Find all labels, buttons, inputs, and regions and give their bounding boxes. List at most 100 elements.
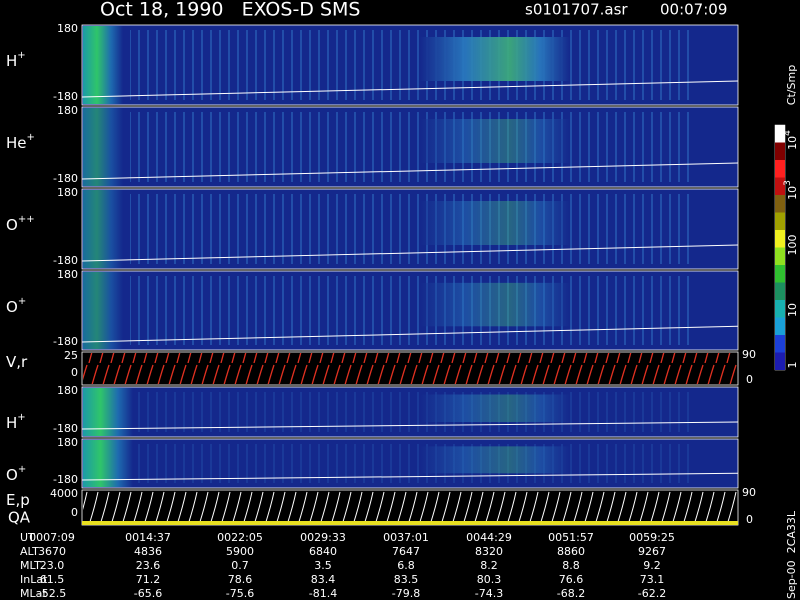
panel-left-band — [83, 108, 123, 186]
colorbar-title: Ct/Smp — [785, 65, 798, 105]
cell: 8.2 — [480, 559, 498, 572]
cell: 76.6 — [559, 573, 584, 586]
right-tick-label: 0 — [746, 513, 753, 526]
right-tick-label: 0 — [746, 373, 753, 386]
time: 00:07:09 — [660, 1, 727, 19]
tick-label: 180 — [57, 384, 78, 397]
cell: 7647 — [392, 545, 420, 558]
cell: 80.3 — [477, 573, 502, 586]
panel-streaks — [130, 112, 690, 182]
panel-label: O+ — [6, 464, 26, 484]
colorbar-label: 100 — [786, 235, 799, 256]
panel-left-band — [83, 272, 123, 349]
tick-label: 180 — [57, 186, 78, 199]
panel-label-sup: + — [18, 464, 26, 475]
right-tick-label: 90 — [742, 348, 756, 361]
tick-label: -180 — [53, 473, 78, 486]
cell: 83.4 — [311, 573, 336, 586]
tick-label: 0 — [71, 506, 78, 519]
colorbar-swatch — [775, 247, 785, 265]
colorbar-label-base: 1 — [786, 362, 799, 369]
panel-mid-band — [420, 446, 570, 474]
panel-label-base: E,p — [6, 491, 30, 509]
colorbar-swatch — [775, 352, 785, 370]
panel-mid-band — [420, 282, 570, 327]
panel-left-band — [83, 190, 123, 268]
panel-trace — [81, 244, 739, 262]
cell: 0029:33 — [300, 531, 346, 544]
tick-label: 25 — [64, 349, 78, 362]
cell: 0051:57 — [548, 531, 594, 544]
cell: 9267 — [638, 545, 666, 558]
panel-trace — [81, 472, 739, 481]
cell: 0044:29 — [466, 531, 512, 544]
panel-streaks — [130, 276, 690, 345]
panel-left-band — [83, 26, 123, 104]
cell: 83.5 — [394, 573, 419, 586]
panel-mid-band — [420, 394, 570, 422]
cell: 8.8 — [562, 559, 580, 572]
tick-label: 0 — [71, 366, 78, 379]
cell: 71.2 — [136, 573, 161, 586]
cell: 4836 — [134, 545, 162, 558]
tick-label: 180 — [57, 22, 78, 35]
panel-trace — [81, 325, 739, 343]
colorbar-label-sup: 3 — [783, 180, 793, 186]
panel-label-sup: ++ — [18, 214, 35, 225]
panel-label-sup: + — [27, 132, 35, 143]
colorbar-label-base: 100 — [786, 235, 799, 256]
colorbar-swatch — [775, 125, 785, 143]
panel-label: V,r — [6, 353, 28, 371]
colorbar-swatch — [775, 230, 785, 248]
cell: 78.6 — [228, 573, 253, 586]
cell: 0037:01 — [383, 531, 429, 544]
panel-mid-band — [420, 119, 570, 163]
panel-trace — [81, 80, 739, 98]
cell: 8320 — [475, 545, 503, 558]
cell: 23.6 — [136, 559, 161, 572]
cell: 0059:25 — [629, 531, 675, 544]
colorbar-label-base: 10 — [786, 136, 799, 150]
tick-label: -180 — [53, 172, 78, 185]
colorbar-swatch — [775, 265, 785, 283]
cell: -74.3 — [475, 587, 503, 600]
panel-label: He+ — [6, 132, 35, 152]
colorbar-swatch — [775, 195, 785, 213]
cell: -62.2 — [638, 587, 666, 600]
panel-curves — [83, 353, 737, 384]
panel-label-sup: + — [17, 50, 25, 61]
colorbar-label: 10 — [786, 303, 799, 317]
panel-trace — [81, 421, 739, 430]
row-label: MLT — [20, 559, 41, 572]
panel-mid-band — [420, 37, 570, 81]
cell: 23.0 — [40, 559, 65, 572]
panel-label-base: H — [6, 414, 17, 432]
cell: 9.2 — [643, 559, 661, 572]
cell: -65.6 — [134, 587, 162, 600]
tick-label: -180 — [53, 90, 78, 103]
colorbar-swatch — [775, 177, 785, 195]
panel-label-base: O — [6, 216, 18, 234]
right-tick-label: 90 — [742, 486, 756, 499]
colorbar-swatch — [775, 212, 785, 230]
colorbar-swatch — [775, 317, 785, 335]
panel-label-base: V,r — [6, 353, 28, 371]
cell: -75.6 — [226, 587, 254, 600]
colorbar-label: 1 — [786, 362, 799, 369]
panel-label-sup: + — [18, 296, 26, 307]
panel-curves — [83, 491, 737, 524]
title: Oct 18, 1990 EXOS-D SMS — [100, 0, 360, 21]
footer-code: Sep-00 2CA33L — [785, 510, 798, 599]
colorbar-label-base: 10 — [786, 186, 799, 200]
panel-left-band — [83, 388, 133, 436]
cell: 8860 — [557, 545, 585, 558]
colorbar-swatch — [775, 142, 785, 160]
panel-label-base: O — [6, 298, 18, 316]
panel-label: H+ — [6, 50, 26, 70]
tick-label: 180 — [57, 268, 78, 281]
cell: -52.5 — [38, 587, 66, 600]
cell: 3670 — [38, 545, 66, 558]
